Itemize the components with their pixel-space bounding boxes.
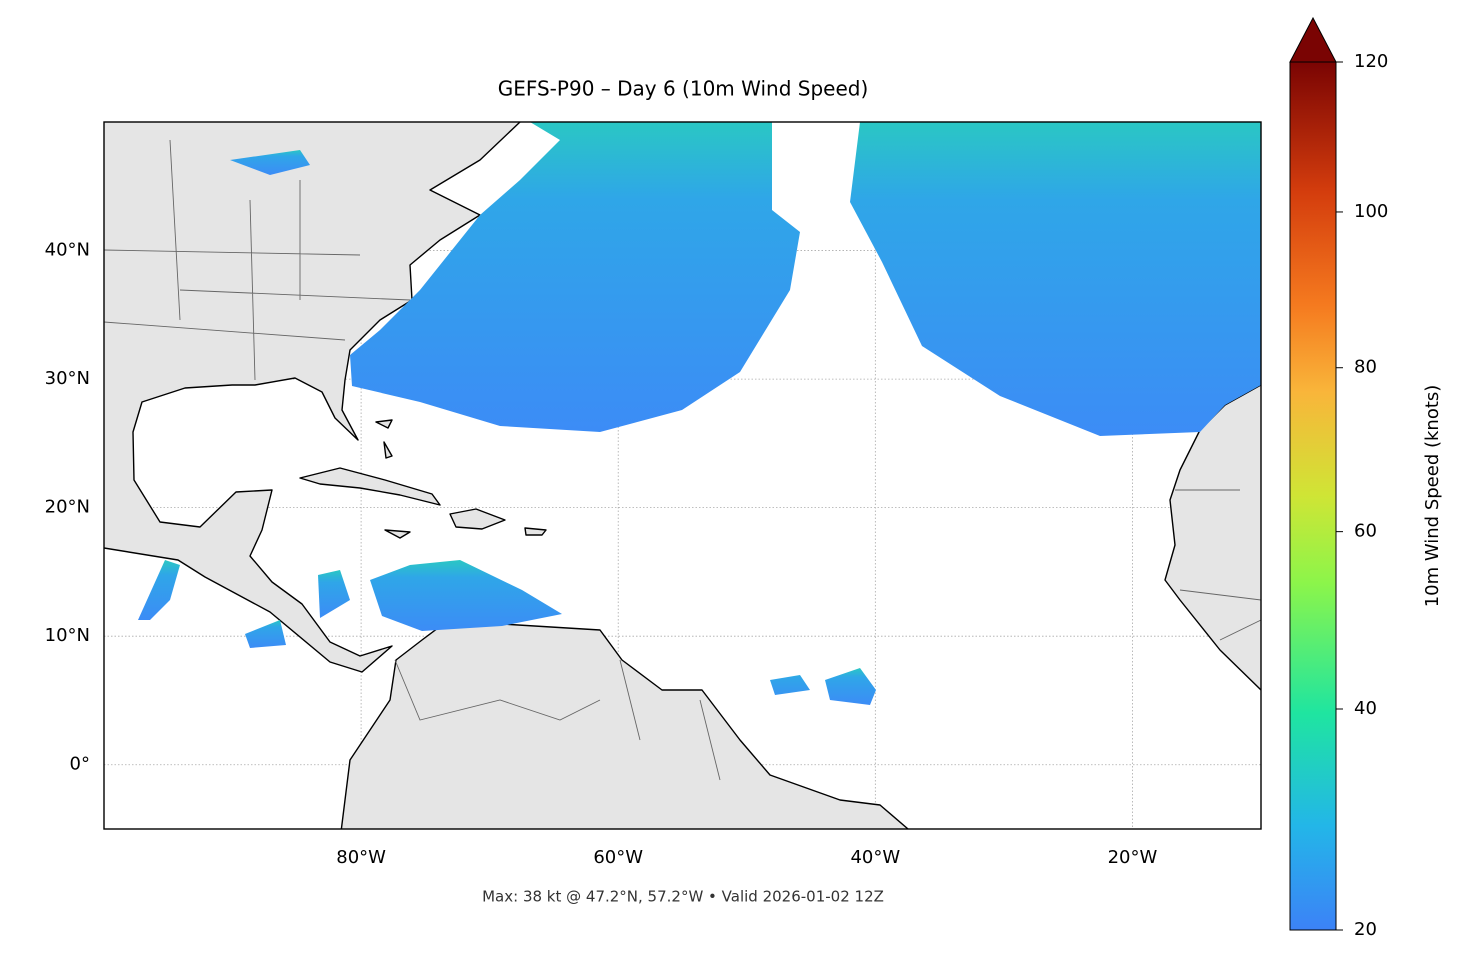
jamaica xyxy=(384,529,411,539)
lat-tick-label: 40°N xyxy=(45,240,90,261)
puerto-rico xyxy=(524,527,547,536)
colorbar-tick-label: 120 xyxy=(1354,51,1388,72)
borders xyxy=(104,139,1261,781)
cuba xyxy=(299,467,441,506)
colorbar: 10m Wind Speed (knots) 20 40 60 80 100 120 xyxy=(1289,16,1443,940)
lon-tick-label: 60°W xyxy=(593,847,643,868)
hispaniola xyxy=(449,508,506,530)
colorbar-extend xyxy=(1289,16,1337,63)
map-axes: 80°W 60°W 40°W 20°W 40°N 30°N 20°N 10°N 0° xyxy=(45,240,1158,868)
colorbar-tick-label: 100 xyxy=(1354,201,1388,222)
footer: Max: 38 kt @ 47.2°N, 57.2°W • Valid 2026… xyxy=(482,888,884,906)
bahamas xyxy=(375,419,393,459)
colorbar-tick-label: 60 xyxy=(1354,521,1377,542)
lon-tick-label: 80°W xyxy=(336,847,386,868)
lat-tick-label: 30°N xyxy=(45,368,90,389)
lat-tick-label: 0° xyxy=(70,754,90,775)
lon-tick-label: 40°W xyxy=(850,847,900,868)
colorbar-ramp xyxy=(1289,61,1337,931)
lon-tick-label: 20°W xyxy=(1108,847,1158,868)
north-america xyxy=(104,122,522,673)
colorbar-tick-label: 40 xyxy=(1354,698,1377,719)
south-america xyxy=(340,609,910,829)
colorbar-label: 10m Wind Speed (knots) xyxy=(1422,385,1443,608)
lat-tick-label: 20°N xyxy=(45,497,90,518)
lat-tick-label: 10°N xyxy=(45,625,90,646)
title: GEFS-P90 – Day 6 (10m Wind Speed) xyxy=(498,77,869,101)
map-frame xyxy=(103,121,1262,830)
map xyxy=(104,122,1261,829)
colorbar-tick-label: 20 xyxy=(1354,919,1377,940)
wind-field xyxy=(138,122,1261,705)
colorbar-tick-label: 80 xyxy=(1354,357,1377,378)
